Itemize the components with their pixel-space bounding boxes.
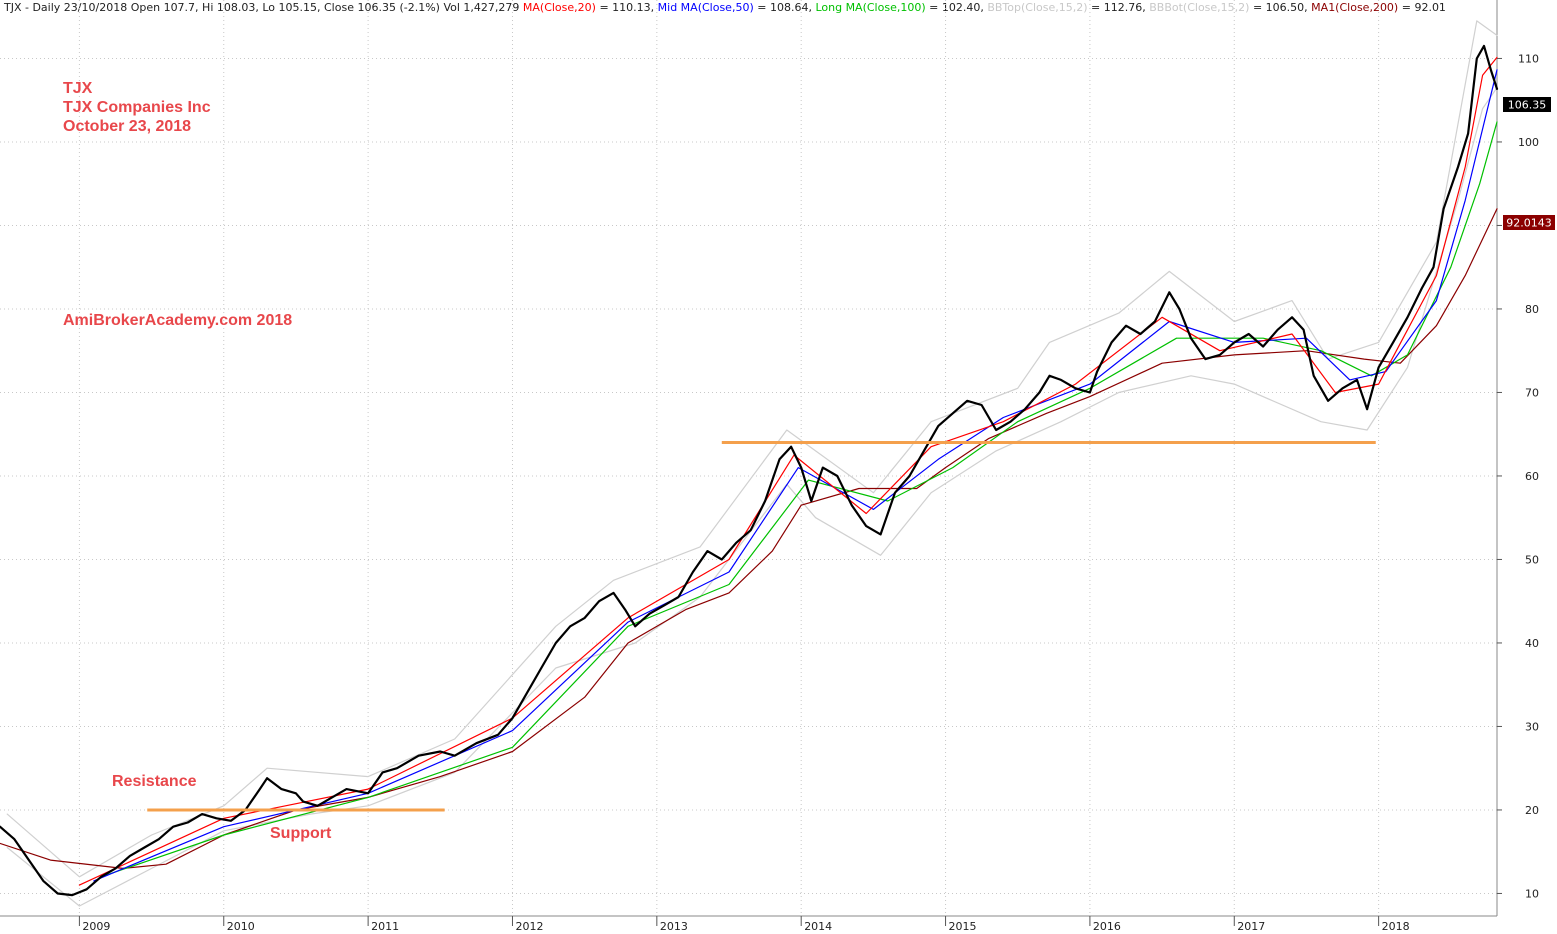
y-tick-label-80: 80 bbox=[1525, 303, 1539, 316]
indicator-ma200: MA1(Close,200) = 92.01 bbox=[1311, 1, 1446, 14]
y-tick-label-100: 100 bbox=[1518, 136, 1539, 149]
indicator-ma200-value: = 92.01 bbox=[1398, 1, 1446, 14]
x-tick-label-2013: 2013 bbox=[660, 920, 688, 933]
series-bbbot-close-15-2 bbox=[6, 87, 1498, 907]
ticker-label: TJX bbox=[63, 80, 93, 97]
series-ma-close-20 bbox=[78, 56, 1498, 886]
x-tick-label-2018: 2018 bbox=[1382, 920, 1410, 933]
grid-lines bbox=[0, 0, 1497, 916]
indicator-ma20-value: = 110.13, bbox=[595, 1, 658, 14]
x-tick-label-2009: 2009 bbox=[82, 920, 110, 933]
close-price-tag: 106.35 bbox=[1503, 97, 1551, 112]
y-tick-label-20: 20 bbox=[1525, 804, 1539, 817]
indicator-bbbot-value: = 106.50, bbox=[1249, 1, 1312, 14]
indicator-ma100-value: = 102.40, bbox=[925, 1, 988, 14]
indicator-ma20: MA(Close,20) = 110.13, bbox=[523, 1, 658, 14]
indicator-ma50: Mid MA(Close,50) = 108.64, bbox=[658, 1, 816, 14]
indicator-bbbot-label: BBBot(Close,15,2) bbox=[1149, 1, 1250, 14]
indicator-bbtop-value: = 112.76, bbox=[1087, 1, 1150, 14]
ma200-price-tag-text: 92.0143 bbox=[1506, 217, 1552, 230]
watermark-label: AmiBrokerAcademy.com 2018 bbox=[63, 312, 292, 329]
indicator-ma50-value: = 108.64, bbox=[753, 1, 816, 14]
close-price-tag-box bbox=[1503, 97, 1551, 112]
header-prefix: TJX - Daily 23/10/2018 Open 107.7, Hi 10… bbox=[4, 1, 520, 14]
ma200-price-tag-box bbox=[1503, 215, 1555, 230]
x-tick-label-2010: 2010 bbox=[227, 920, 255, 933]
resistance-label: Resistance bbox=[112, 773, 197, 790]
series-bbtop-close-15-2 bbox=[6, 20, 1498, 878]
company-label: TJX Companies Inc bbox=[63, 99, 211, 116]
x-tick-label-2012: 2012 bbox=[515, 920, 543, 933]
x-tick-label-2017: 2017 bbox=[1237, 920, 1265, 933]
x-tick-label-2015: 2015 bbox=[949, 920, 977, 933]
y-tick-label-30: 30 bbox=[1525, 720, 1539, 733]
y-tick-label-10: 10 bbox=[1525, 887, 1539, 900]
indicator-bbtop: BBTop(Close,15,2) = 112.76, bbox=[987, 1, 1149, 14]
indicator-ma50-label: Mid MA(Close,50) bbox=[657, 1, 754, 14]
date-label: October 23, 2018 bbox=[63, 118, 191, 135]
x-tick-label-2014: 2014 bbox=[804, 920, 832, 933]
ma200-price-tag: 92.0143 bbox=[1503, 215, 1555, 230]
indicator-bbbot: BBBot(Close,15,2) = 106.50, bbox=[1149, 1, 1311, 14]
indicator-ma20-label: MA(Close,20) bbox=[522, 1, 596, 14]
chart-frame bbox=[0, 0, 1498, 917]
series-layer bbox=[0, 20, 1499, 907]
series-close bbox=[0, 44, 1499, 897]
series-long-ma-close-100 bbox=[100, 121, 1498, 878]
support-label: Support bbox=[270, 825, 332, 842]
y-tick-label-110: 110 bbox=[1518, 52, 1539, 65]
close-price-tag-text: 106.35 bbox=[1508, 99, 1547, 112]
x-tick-label-2011: 2011 bbox=[371, 920, 399, 933]
y-tick-label-50: 50 bbox=[1525, 553, 1539, 566]
x-tick-label-2016: 2016 bbox=[1093, 920, 1121, 933]
level-lines bbox=[147, 441, 1376, 812]
indicator-ma100-label: Long MA(Close,100) bbox=[815, 1, 926, 14]
header-bar: TJX - Daily 23/10/2018 Open 107.7, Hi 10… bbox=[4, 1, 1446, 14]
y-tick-label-60: 60 bbox=[1525, 470, 1539, 483]
indicator-bbtop-label: BBTop(Close,15,2) bbox=[987, 1, 1088, 14]
indicator-ma200-label: MA1(Close,200) bbox=[1311, 1, 1399, 14]
indicator-ma100: Long MA(Close,100) = 102.40, bbox=[815, 1, 987, 14]
axis-labels: 1020304050607080901001102009201020112012… bbox=[78, 52, 1539, 933]
y-tick-label-70: 70 bbox=[1525, 386, 1539, 399]
y-tick-label-40: 40 bbox=[1525, 637, 1539, 650]
series-mid-ma-close-50 bbox=[93, 69, 1498, 882]
